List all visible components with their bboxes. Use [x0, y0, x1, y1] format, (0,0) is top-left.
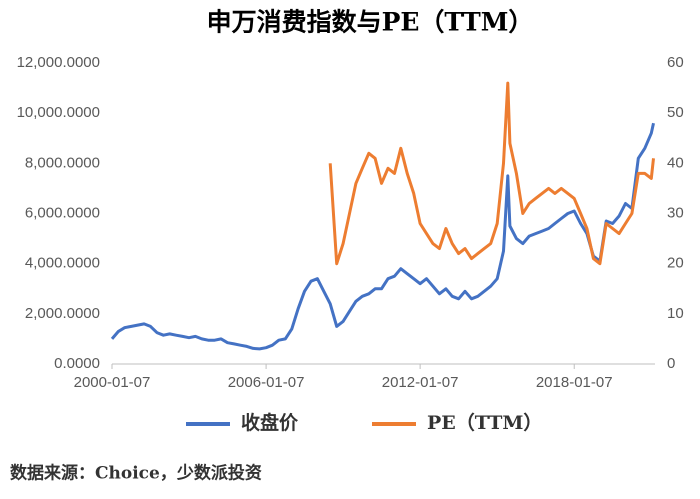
x-tick-label: 2012-01-07 [382, 374, 459, 391]
y2-tick-label: 0 [667, 355, 675, 372]
source-note: 数据来源：Choice，少数派投资 [10, 463, 262, 484]
y-tick-label: 12,000.0000 [17, 54, 100, 71]
series-line [328, 81, 655, 266]
y-tick-label: 6,000.0000 [25, 204, 100, 221]
y-tick-label: 10,000.0000 [17, 104, 100, 121]
y2-tick-label: 50 [667, 104, 684, 121]
y-tick-label: 0.0000 [54, 355, 100, 372]
series-line [110, 122, 655, 351]
y2-tick-label: 20 [667, 255, 684, 272]
y-tick-label: 4,000.0000 [25, 255, 100, 272]
chart-title: 申万消费指数与PE（TTM） [207, 8, 534, 37]
x-tick-label: 2018-01-07 [536, 374, 613, 391]
y2-tick-label: 40 [667, 154, 684, 171]
legend-label: 收盘价 [241, 411, 299, 434]
y2-tick-label: 10 [667, 305, 684, 322]
legend-label: PE（TTM） [427, 411, 542, 434]
x-tick-label: 2006-01-07 [228, 374, 305, 391]
x-tick-label: 2000-01-07 [74, 374, 151, 391]
y-tick-label: 2,000.0000 [25, 305, 100, 322]
y2-tick-label: 30 [667, 204, 684, 221]
y2-tick-label: 60 [667, 54, 684, 71]
y-tick-label: 8,000.0000 [25, 154, 100, 171]
